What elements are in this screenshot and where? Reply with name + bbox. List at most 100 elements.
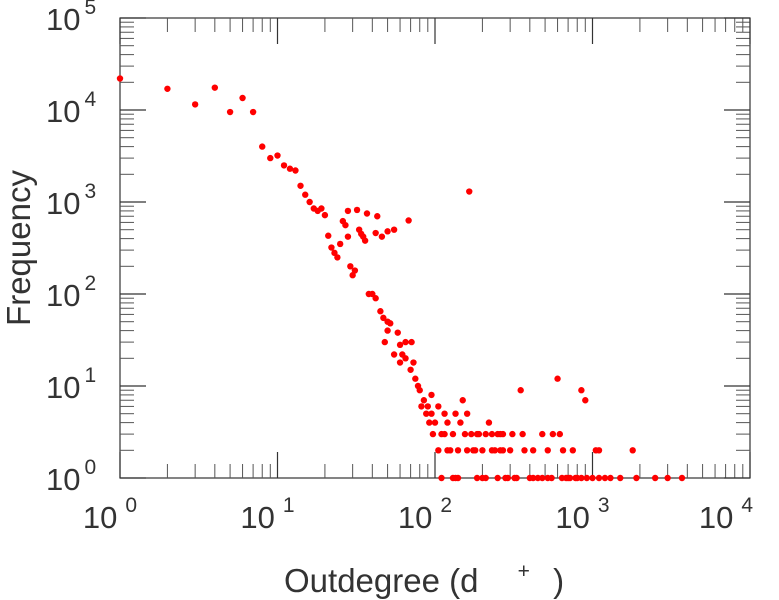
data-point	[441, 430, 448, 438]
data-point	[578, 387, 585, 394]
data-point	[461, 430, 469, 438]
data-point	[529, 474, 537, 482]
x-tick-label-base: 10	[555, 500, 589, 535]
x-tick-label-exponent: 3	[598, 494, 610, 517]
x-tick-label: 10 4	[699, 494, 753, 535]
data-point	[463, 447, 471, 454]
data-point	[435, 403, 442, 410]
data-point	[325, 232, 332, 239]
data-point	[506, 447, 514, 454]
y-tick-label: 10 5	[46, 0, 96, 37]
data-point	[297, 182, 304, 189]
data-point	[459, 397, 466, 404]
data-point	[494, 474, 501, 482]
data-point	[595, 474, 603, 482]
data-point	[578, 474, 585, 482]
data-point	[566, 474, 574, 482]
data-point	[539, 430, 546, 438]
data-point	[424, 403, 431, 410]
data-point	[651, 474, 659, 482]
x-tick-label: 10 2	[398, 494, 452, 535]
minor-ticks	[120, 18, 750, 478]
data-point	[363, 210, 371, 217]
data-point	[378, 233, 386, 240]
data-point	[384, 228, 391, 235]
y-tick-label-base: 10	[46, 370, 80, 405]
data-point	[447, 447, 454, 454]
data-point	[377, 308, 384, 315]
data-point	[249, 108, 257, 116]
data-point	[306, 198, 313, 206]
data-point	[572, 474, 579, 482]
data-point	[479, 447, 486, 454]
data-point	[390, 351, 398, 358]
data-point	[239, 94, 246, 102]
data-point	[402, 338, 409, 346]
data-point	[544, 447, 551, 454]
data-point	[191, 101, 199, 108]
data-point	[438, 474, 445, 482]
data-point	[390, 226, 398, 233]
data-point	[509, 430, 516, 438]
data-point	[418, 403, 425, 410]
data-point	[344, 233, 352, 240]
data-point	[274, 152, 281, 159]
data-point	[633, 474, 640, 482]
y-tick-label-exponent: 0	[84, 456, 96, 479]
y-tick-label-base: 10	[46, 94, 80, 129]
data-point	[351, 267, 359, 274]
data-point	[521, 447, 528, 454]
data-point	[334, 254, 341, 261]
data-point	[485, 419, 493, 426]
data-point	[384, 327, 391, 334]
data-point	[407, 366, 414, 373]
y-tick-label-base: 10	[46, 186, 80, 221]
data-point	[517, 387, 524, 394]
data-point	[336, 240, 344, 248]
data-point	[444, 419, 451, 426]
data-point	[601, 474, 609, 482]
data-point	[539, 474, 546, 482]
data-point	[414, 382, 422, 390]
data-point	[387, 320, 394, 327]
data-point	[374, 213, 381, 220]
data-point	[473, 430, 481, 438]
data-point	[473, 474, 481, 482]
x-tick-label-exponent: 1	[283, 494, 295, 517]
data-point	[497, 447, 504, 454]
data-point	[302, 191, 309, 198]
data-point	[410, 359, 417, 366]
data-point	[328, 244, 335, 251]
data-point	[488, 430, 496, 438]
y-tick-label-base: 10	[46, 278, 80, 313]
data-point	[452, 410, 459, 417]
data-point	[292, 167, 299, 174]
x-axis-label: Outdegree (d + )	[284, 548, 564, 599]
data-point	[342, 221, 349, 229]
y-tick-label-exponent: 4	[84, 88, 96, 111]
y-tick-label-exponent: 2	[84, 272, 96, 295]
data-point	[549, 430, 557, 438]
y-tick-label: 10 1	[46, 364, 96, 405]
x-tick-label-exponent: 4	[741, 494, 753, 517]
data-point	[479, 474, 486, 482]
data-point	[286, 165, 294, 172]
data-point	[372, 229, 379, 237]
y-tick-label: 10 0	[46, 456, 96, 497]
data-point	[595, 447, 603, 454]
data-point	[396, 341, 404, 349]
data-point	[482, 430, 489, 438]
data-point	[359, 233, 367, 240]
x-tick-label-base: 10	[83, 500, 117, 535]
data-point	[353, 206, 361, 214]
data-point	[344, 207, 352, 215]
data-point	[472, 447, 479, 454]
data-point	[164, 85, 171, 92]
x-tick-label-base: 10	[398, 500, 432, 535]
data-point	[454, 447, 462, 454]
data-point	[569, 447, 577, 454]
data-point	[504, 474, 512, 482]
data-point	[513, 474, 520, 482]
data-point	[426, 419, 433, 426]
